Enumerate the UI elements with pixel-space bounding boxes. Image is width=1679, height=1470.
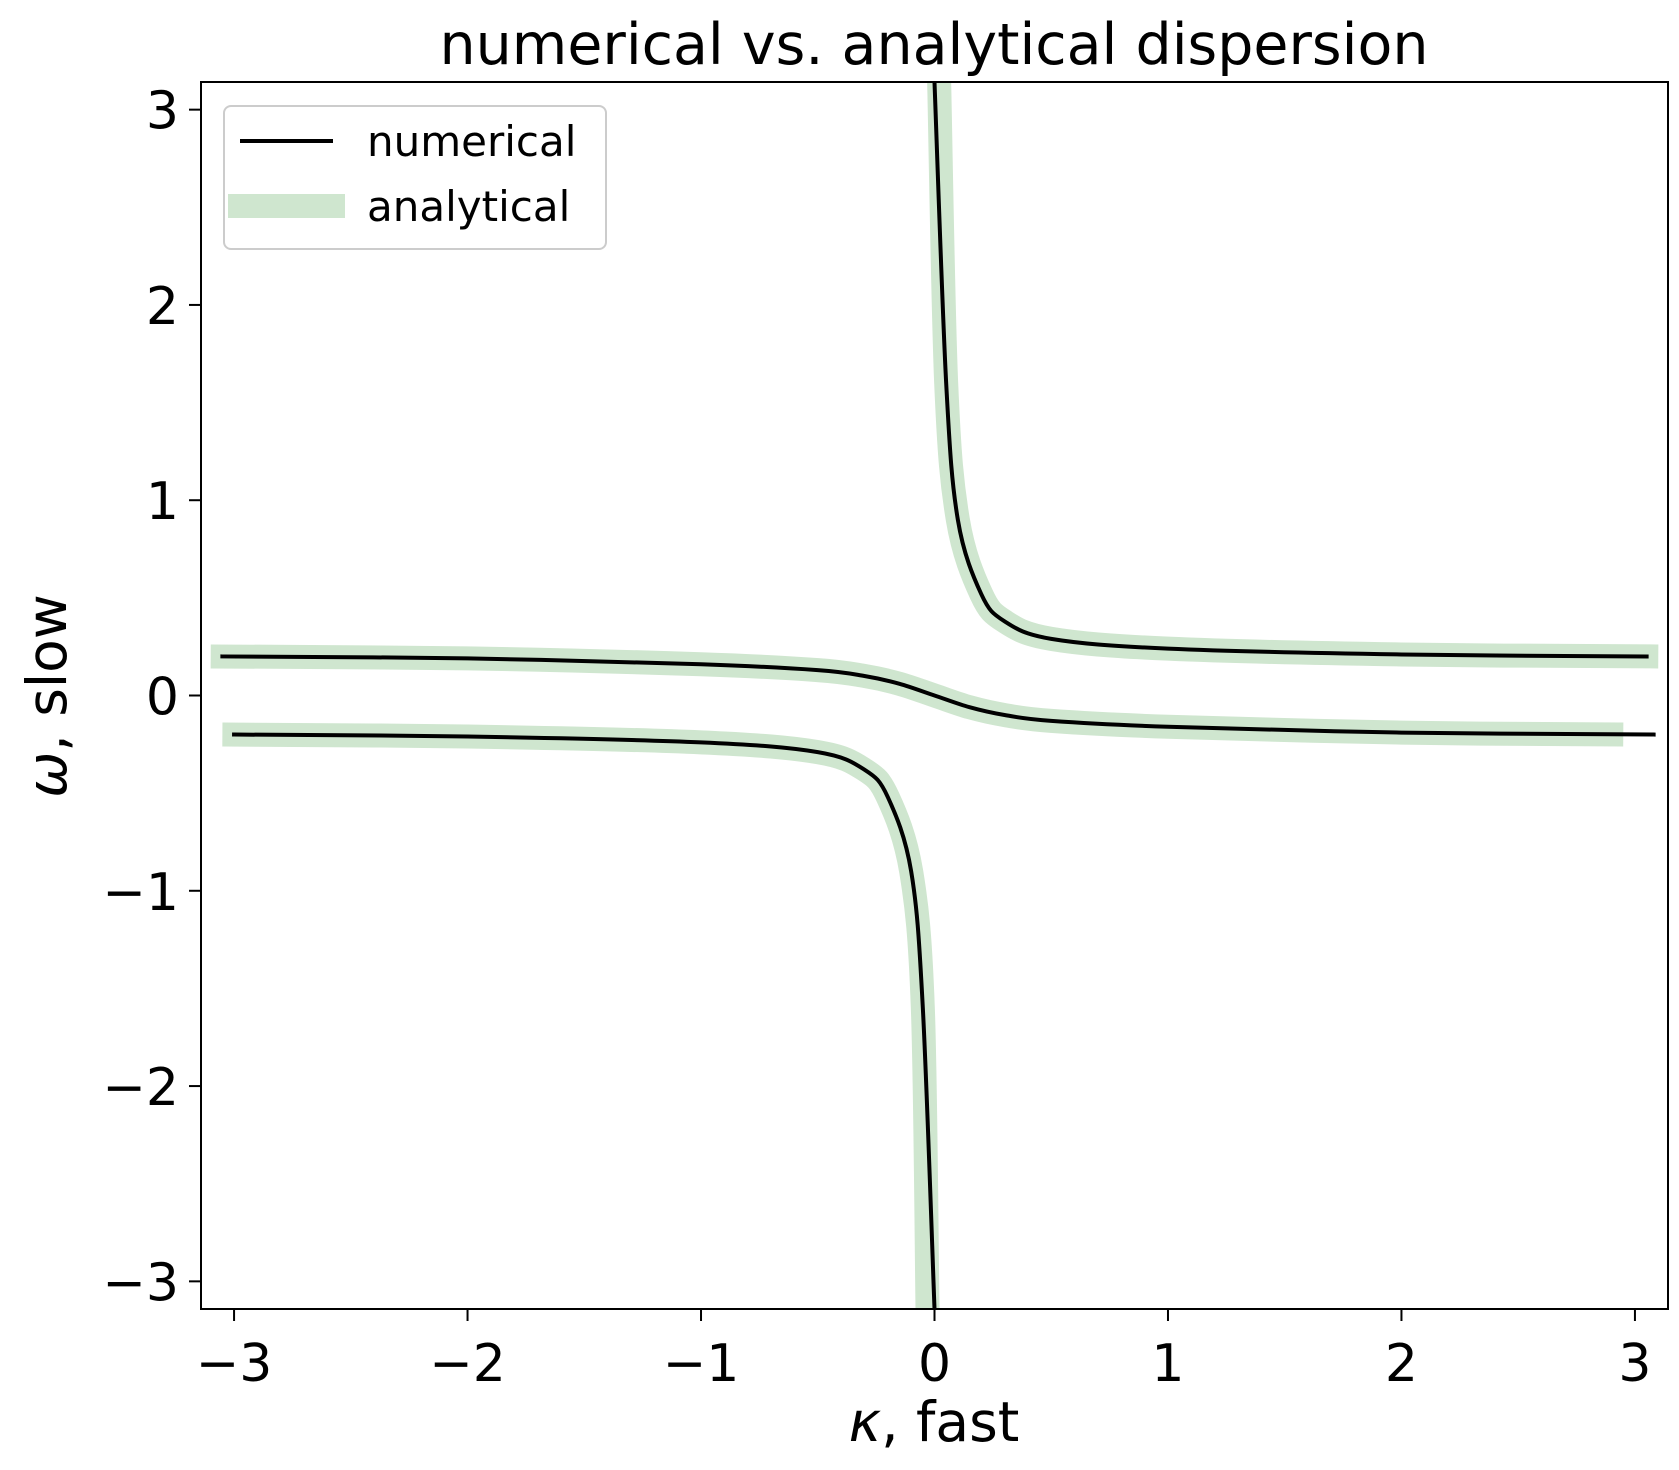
- x-tick-label: 1: [1151, 1334, 1184, 1394]
- y-tick-label: −2: [102, 1058, 179, 1118]
- x-axis-label-symbol: κ: [849, 1390, 882, 1454]
- y-tick-label: 3: [146, 82, 179, 142]
- x-axis-label-rest: , fast: [881, 1390, 1019, 1454]
- legend: numerical analytical: [223, 105, 607, 250]
- legend-label-analytical: analytical: [367, 182, 570, 231]
- x-tick-label: 3: [1618, 1334, 1651, 1394]
- y-tick-label: 2: [146, 277, 179, 337]
- y-tick-label: 0: [146, 668, 179, 728]
- series-layer: [210, 82, 1659, 1309]
- x-axis-label: κ, fast: [849, 1390, 1020, 1454]
- y-tick-label: −3: [102, 1253, 179, 1313]
- x-tick-label: 2: [1385, 1334, 1418, 1394]
- y-tick-label: 1: [146, 472, 179, 532]
- series-numerical-branch-2: [220, 654, 1656, 737]
- y-axis-label-symbol: ω: [15, 752, 79, 798]
- x-tick-label: −1: [663, 1334, 740, 1394]
- y-axis-label: ω, slow: [15, 594, 79, 798]
- chart-title: numerical vs. analytical dispersion: [440, 12, 1429, 78]
- x-tick-label: −2: [429, 1334, 506, 1394]
- legend-label-numerical: numerical: [367, 117, 576, 166]
- series-numerical-branch-0: [232, 732, 937, 1309]
- series-numerical-branch-1: [932, 82, 1649, 659]
- ticks-layer: −3 −2 −1 0 1 2 3 −3 −2 −1 0 1 2 3: [102, 82, 1651, 1394]
- x-tick-label: 0: [918, 1334, 951, 1394]
- x-tick-label: −3: [196, 1334, 273, 1394]
- y-axis-label-rest: , slow: [15, 594, 79, 752]
- y-tick-label: −1: [102, 863, 179, 923]
